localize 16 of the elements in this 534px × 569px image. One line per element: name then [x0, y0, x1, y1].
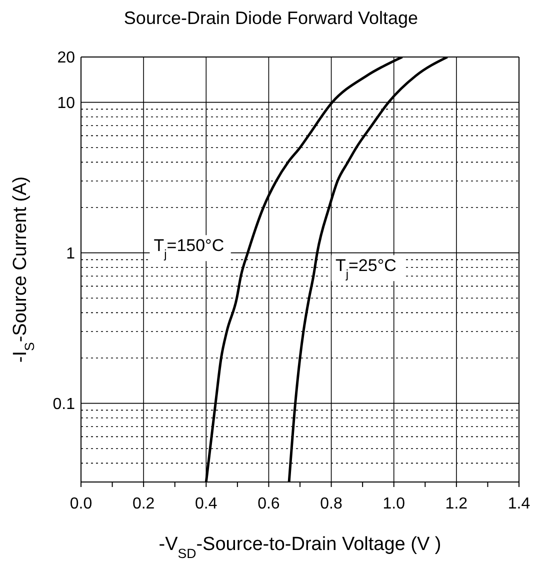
chart-title: Source-Drain Diode Forward Voltage — [122, 8, 420, 30]
y-tick-label: 0.1 — [52, 396, 76, 413]
x-axis-title: -V$_{SD}$-Source-to-Drain Voltage (V ) — [158, 534, 442, 560]
x-tick-label: 0.6 — [258, 495, 280, 512]
x-tick-label: 1.4 — [508, 495, 530, 512]
x-tick-label: 0.8 — [320, 495, 343, 512]
x-tick-label: 0.2 — [132, 495, 155, 512]
x-tick-label: 0.0 — [70, 495, 92, 512]
y-tick-label: 20 — [57, 50, 76, 67]
x-tick-label: 1.0 — [382, 495, 406, 512]
y-tick-label: 10 — [57, 94, 76, 112]
series-label: T$_{j}$=25°C — [335, 256, 396, 282]
x-tick-label: 1.2 — [445, 495, 468, 512]
y-tick-label: 1 — [66, 245, 76, 262]
series-label: T$_{j}$=150°C — [154, 236, 224, 262]
x-tick-label: 0.4 — [195, 495, 218, 512]
